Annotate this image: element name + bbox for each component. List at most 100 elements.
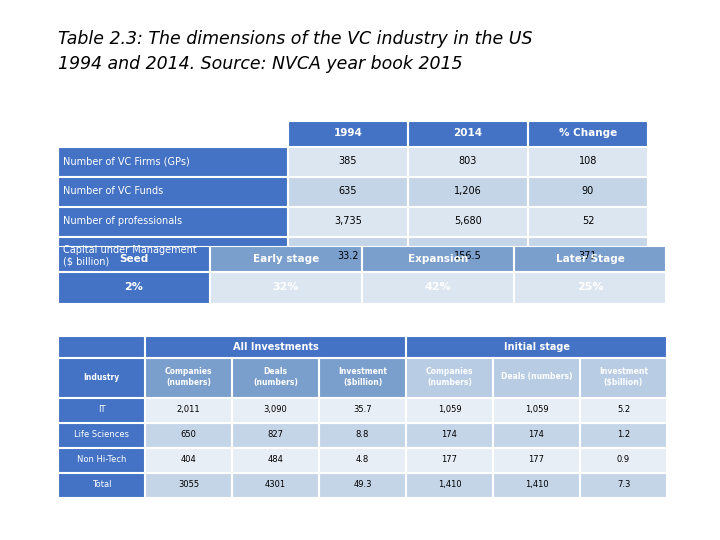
FancyBboxPatch shape (232, 473, 318, 497)
Text: 827: 827 (268, 430, 284, 439)
Text: 7.3: 7.3 (617, 480, 630, 489)
Text: All Investments: All Investments (233, 341, 318, 352)
FancyBboxPatch shape (406, 423, 492, 447)
Text: Companies
(numbers): Companies (numbers) (426, 367, 473, 387)
Text: Industry: Industry (84, 373, 120, 381)
Text: 156.5: 156.5 (454, 251, 482, 261)
FancyBboxPatch shape (319, 423, 405, 447)
Text: 5,680: 5,680 (454, 216, 482, 226)
Text: 3,090: 3,090 (264, 405, 287, 414)
FancyBboxPatch shape (145, 336, 405, 357)
Text: Seed: Seed (120, 253, 148, 264)
FancyBboxPatch shape (232, 398, 318, 422)
FancyBboxPatch shape (406, 473, 492, 497)
Text: 2,011: 2,011 (176, 405, 200, 414)
FancyBboxPatch shape (580, 473, 666, 497)
FancyBboxPatch shape (408, 237, 527, 276)
Text: Early stage: Early stage (253, 253, 319, 264)
FancyBboxPatch shape (145, 398, 231, 422)
FancyBboxPatch shape (58, 207, 287, 236)
FancyBboxPatch shape (406, 358, 492, 397)
FancyBboxPatch shape (408, 177, 527, 206)
FancyBboxPatch shape (514, 246, 665, 271)
FancyBboxPatch shape (493, 423, 579, 447)
FancyBboxPatch shape (406, 398, 492, 422)
FancyBboxPatch shape (145, 423, 231, 447)
FancyBboxPatch shape (514, 272, 665, 303)
FancyBboxPatch shape (319, 358, 405, 397)
FancyBboxPatch shape (58, 336, 144, 357)
FancyBboxPatch shape (232, 448, 318, 472)
FancyBboxPatch shape (580, 358, 666, 397)
FancyBboxPatch shape (493, 398, 579, 422)
FancyBboxPatch shape (232, 358, 318, 397)
FancyBboxPatch shape (580, 398, 666, 422)
FancyBboxPatch shape (58, 246, 209, 271)
FancyBboxPatch shape (288, 237, 407, 276)
FancyBboxPatch shape (319, 398, 405, 422)
FancyBboxPatch shape (528, 237, 647, 276)
FancyBboxPatch shape (58, 398, 144, 422)
FancyBboxPatch shape (58, 448, 144, 472)
Text: 8.8: 8.8 (356, 430, 369, 439)
Text: 174: 174 (441, 430, 457, 439)
Text: Later Stage: Later Stage (556, 253, 624, 264)
Text: 90: 90 (582, 186, 594, 196)
FancyBboxPatch shape (408, 207, 527, 236)
Text: 1,206: 1,206 (454, 186, 482, 196)
FancyBboxPatch shape (408, 147, 527, 176)
Text: 371: 371 (579, 251, 598, 261)
FancyBboxPatch shape (145, 473, 231, 497)
FancyBboxPatch shape (580, 423, 666, 447)
Text: 49.3: 49.3 (354, 480, 372, 489)
Text: Initial stage: Initial stage (503, 341, 570, 352)
Text: 2%: 2% (125, 282, 143, 292)
FancyBboxPatch shape (58, 358, 144, 397)
FancyBboxPatch shape (319, 473, 405, 497)
Text: Life Sciences: Life Sciences (74, 430, 129, 439)
Text: 404: 404 (181, 455, 197, 464)
Text: Number of VC Firms (GPs): Number of VC Firms (GPs) (63, 156, 190, 166)
Text: Number of VC Funds: Number of VC Funds (63, 186, 163, 196)
FancyBboxPatch shape (493, 473, 579, 497)
FancyBboxPatch shape (406, 336, 666, 357)
FancyBboxPatch shape (288, 207, 407, 236)
Text: 52: 52 (582, 216, 594, 226)
Text: 1,059: 1,059 (438, 405, 462, 414)
Text: 3055: 3055 (178, 480, 199, 489)
Text: 484: 484 (268, 455, 284, 464)
Text: Table 2.3: The dimensions of the VC industry in the US
1994 and 2014. Source: NV: Table 2.3: The dimensions of the VC indu… (58, 30, 533, 73)
FancyBboxPatch shape (319, 448, 405, 472)
Text: 1.2: 1.2 (617, 430, 630, 439)
Text: 177: 177 (528, 455, 544, 464)
Text: Investment
($billion): Investment ($billion) (599, 367, 648, 387)
FancyBboxPatch shape (58, 237, 287, 276)
FancyBboxPatch shape (58, 473, 144, 497)
Text: 0.9: 0.9 (617, 455, 630, 464)
Text: Deals (numbers): Deals (numbers) (500, 373, 572, 381)
FancyBboxPatch shape (58, 272, 209, 303)
Text: 108: 108 (579, 156, 597, 166)
Text: Non Hi-Tech: Non Hi-Tech (77, 455, 126, 464)
Text: Total: Total (91, 480, 112, 489)
FancyBboxPatch shape (58, 423, 144, 447)
FancyBboxPatch shape (210, 246, 361, 271)
Text: 1,059: 1,059 (525, 405, 549, 414)
FancyBboxPatch shape (58, 147, 287, 176)
Text: 1,410: 1,410 (438, 480, 462, 489)
Text: Expansion: Expansion (408, 253, 468, 264)
Text: Investment
($billion): Investment ($billion) (338, 367, 387, 387)
Text: 803: 803 (459, 156, 477, 166)
FancyBboxPatch shape (528, 207, 647, 236)
Text: Companies
(numbers): Companies (numbers) (165, 367, 212, 387)
Text: 5.2: 5.2 (617, 405, 630, 414)
FancyBboxPatch shape (580, 448, 666, 472)
Text: 385: 385 (338, 156, 357, 166)
Text: 4301: 4301 (265, 480, 286, 489)
Text: 635: 635 (338, 186, 357, 196)
FancyBboxPatch shape (362, 272, 513, 303)
Text: Deals
(numbers): Deals (numbers) (253, 367, 298, 387)
FancyBboxPatch shape (288, 121, 407, 146)
FancyBboxPatch shape (528, 147, 647, 176)
FancyBboxPatch shape (232, 423, 318, 447)
